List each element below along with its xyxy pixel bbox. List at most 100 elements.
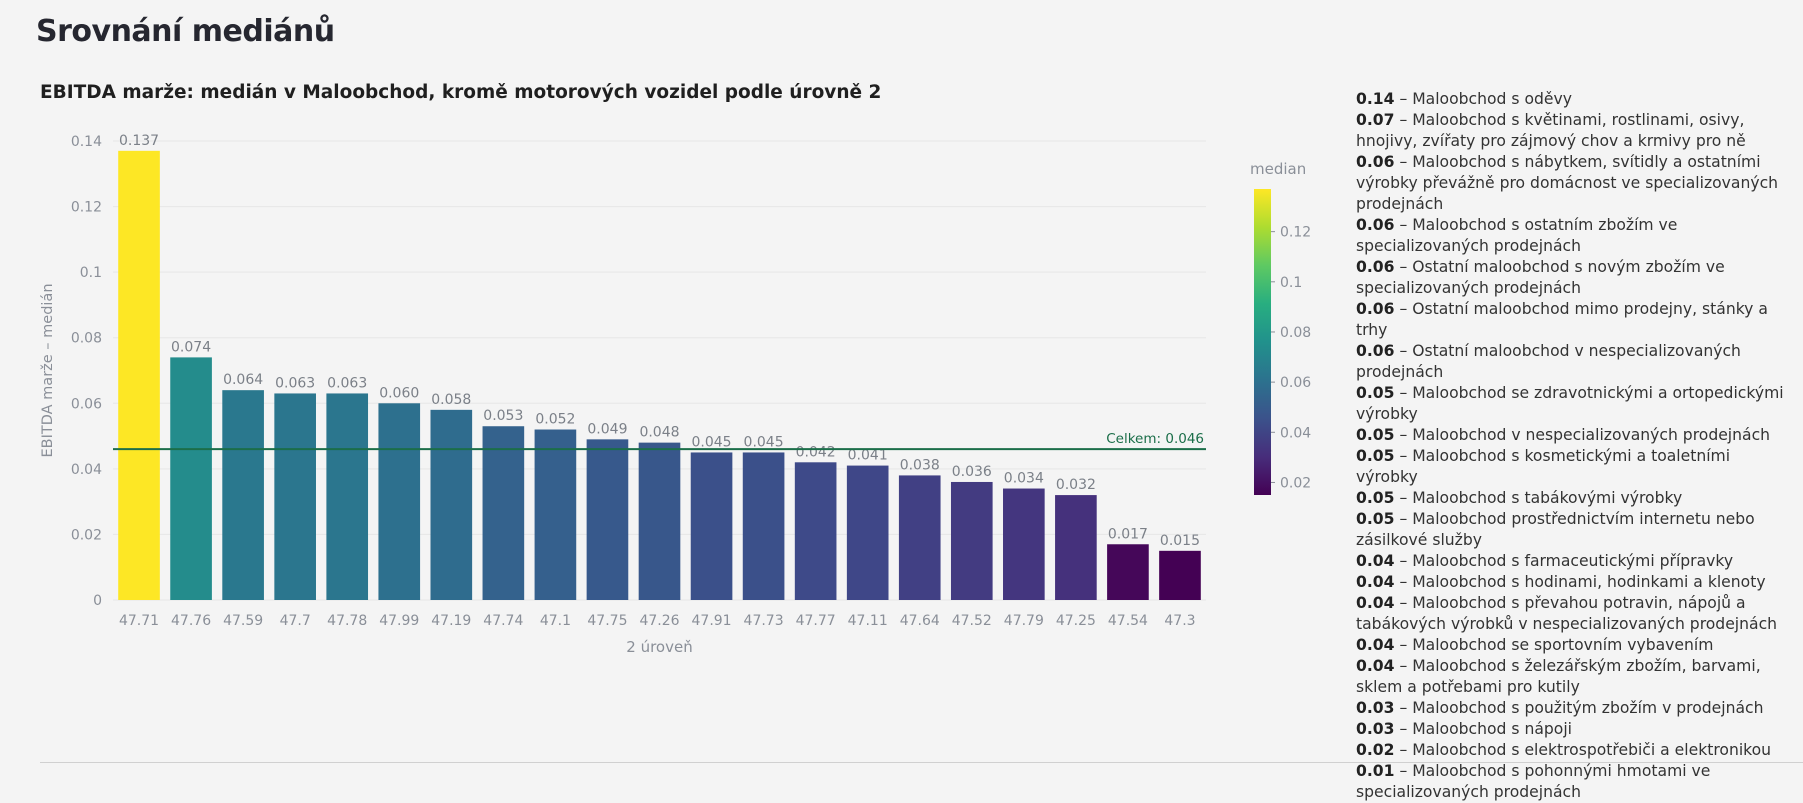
bar-value-label: 0.053 xyxy=(483,408,523,424)
y-tick-label: 0.1 xyxy=(80,265,102,281)
legend-item-label: – Maloobchod s hodinami, hodinkami a kle… xyxy=(1394,573,1766,591)
legend-item-value: 0.03 xyxy=(1356,720,1395,738)
legend-item: 0.06 – Ostatní maloobchod v nespecializo… xyxy=(1356,341,1796,383)
x-tick-label: 47.91 xyxy=(692,613,732,629)
y-tick-label: 0.02 xyxy=(71,527,102,543)
bar-value-label: 0.041 xyxy=(848,448,888,464)
bar xyxy=(586,439,629,600)
legend-item-label: – Maloobchod s kosmetickými a toaletními… xyxy=(1356,447,1731,486)
bar xyxy=(482,426,525,600)
legend-item-label: – Maloobchod s železářským zbožím, barva… xyxy=(1356,657,1761,696)
x-tick-label: 47.71 xyxy=(119,613,159,629)
legend-item-label: – Maloobchod s pohonnými hmotami ve spec… xyxy=(1356,762,1711,801)
legend-item-value: 0.04 xyxy=(1356,594,1395,612)
bar xyxy=(690,452,733,600)
legend-item-label: – Maloobchod s květinami, rostlinami, os… xyxy=(1356,111,1746,150)
legend-list: 0.14 – Maloobchod s oděvy 0.07 – Maloobch… xyxy=(1356,89,1796,803)
legend-item-value: 0.04 xyxy=(1356,573,1395,591)
x-axis-title: 2 úroveň xyxy=(626,638,692,656)
y-tick-label: 0 xyxy=(93,593,102,609)
bar-value-label: 0.074 xyxy=(171,339,211,355)
legend-item-label: – Maloobchod s ostatním zbožím ve specia… xyxy=(1356,216,1678,255)
legend-item: 0.05 – Maloobchod v nespecializovaných p… xyxy=(1356,425,1796,446)
legend-item-value: 0.02 xyxy=(1356,741,1395,759)
legend-item: 0.06 – Ostatní maloobchod mimo prodejny,… xyxy=(1356,299,1796,341)
x-tick-label: 47.79 xyxy=(1004,613,1044,629)
legend-item-value: 0.06 xyxy=(1356,258,1395,276)
y-tick-label: 0.08 xyxy=(71,331,102,347)
legend-item-value: 0.05 xyxy=(1356,426,1395,444)
bar xyxy=(742,452,785,600)
bar xyxy=(950,481,993,600)
x-tick-label: 47.76 xyxy=(171,613,211,629)
y-tick-label: 0.14 xyxy=(71,134,102,150)
colorbar-title: median xyxy=(1250,160,1306,178)
colorbar-tick-label: 0.08 xyxy=(1280,325,1311,341)
x-tick-label: 47.59 xyxy=(223,613,263,629)
x-tick-label: 47.1 xyxy=(540,613,571,629)
bar xyxy=(1107,544,1149,600)
bar-value-label: 0.137 xyxy=(119,133,159,149)
x-tick-label: 47.99 xyxy=(379,613,419,629)
legend-item-label: – Maloobchod se zdravotnickými a ortoped… xyxy=(1356,384,1784,423)
legend-item: 0.04 – Maloobchod s farmaceutickými příp… xyxy=(1356,551,1796,572)
x-tick-label: 47.54 xyxy=(1108,613,1148,629)
bar-value-label: 0.045 xyxy=(692,434,732,450)
bar xyxy=(846,465,889,600)
legend-item: 0.14 – Maloobchod s oděvy xyxy=(1356,89,1796,110)
x-tick-label: 47.75 xyxy=(587,613,627,629)
y-tick-label: 0.04 xyxy=(71,462,102,478)
bar xyxy=(638,442,681,600)
legend-item: 0.07 – Maloobchod s květinami, rostlinam… xyxy=(1356,110,1796,152)
bar xyxy=(222,390,264,600)
y-tick-label: 0.12 xyxy=(71,200,102,216)
legend-item-value: 0.05 xyxy=(1356,447,1395,465)
x-tick-label: 47.19 xyxy=(431,613,471,629)
legend-item-value: 0.03 xyxy=(1356,699,1395,717)
x-tick-label: 47.26 xyxy=(639,613,679,629)
bar xyxy=(326,393,369,600)
legend-item: 0.03 – Maloobchod s použitým zbožím v pr… xyxy=(1356,698,1796,719)
bar-value-label: 0.015 xyxy=(1160,533,1200,549)
legend-item: 0.04 – Maloobchod s železářským zbožím, … xyxy=(1356,656,1796,698)
legend-item-value: 0.04 xyxy=(1356,657,1395,675)
legend-item-value: 0.04 xyxy=(1356,552,1395,570)
bar xyxy=(430,409,473,600)
bar-value-label: 0.052 xyxy=(535,412,575,428)
x-tick-label: 47.74 xyxy=(483,613,523,629)
legend-item: 0.05 – Maloobchod s kosmetickými a toale… xyxy=(1356,446,1796,488)
bar-value-label: 0.049 xyxy=(587,421,627,437)
bar xyxy=(534,429,577,600)
legend-item-label: – Ostatní maloobchod mimo prodejny, stán… xyxy=(1356,300,1768,339)
legend-item-value: 0.14 xyxy=(1356,90,1395,108)
bar-value-label: 0.036 xyxy=(952,464,992,480)
legend-item-label: – Maloobchod s tabákovými výrobky xyxy=(1394,489,1683,507)
legend-item-label: – Maloobchod se sportovním vybavením xyxy=(1394,636,1714,654)
legend-item-label: – Ostatní maloobchod v nespecializovanýc… xyxy=(1356,342,1741,381)
x-tick-label: 47.11 xyxy=(848,613,888,629)
bar xyxy=(898,475,941,600)
legend-item: 0.04 – Maloobchod s hodinami, hodinkami … xyxy=(1356,572,1796,593)
legend-item: 0.04 – Maloobchod se sportovním vybavení… xyxy=(1356,635,1796,656)
bar-value-label: 0.034 xyxy=(1004,471,1044,487)
page-title: Srovnání mediánů xyxy=(36,14,335,49)
bar xyxy=(794,462,837,600)
legend-item-value: 0.05 xyxy=(1356,510,1395,528)
legend-item: 0.06 – Ostatní maloobchod s novým zbožím… xyxy=(1356,257,1796,299)
legend-item: 0.06 – Maloobchod s ostatním zbožím ve s… xyxy=(1356,215,1796,257)
bar-value-label: 0.060 xyxy=(379,385,419,401)
legend-item: 0.05 – Maloobchod se zdravotnickými a or… xyxy=(1356,383,1796,425)
legend-item: 0.06 – Maloobchod s nábytkem, svítidly a… xyxy=(1356,152,1796,215)
reference-line-label: Celkem: 0.046 xyxy=(1106,431,1204,447)
legend-item-label: – Maloobchod s nábytkem, svítidly a osta… xyxy=(1356,153,1779,213)
legend-item: 0.03 – Maloobchod s nápoji xyxy=(1356,719,1796,740)
legend-item: 0.01 – Maloobchod s pohonnými hmotami ve… xyxy=(1356,761,1796,803)
chart-title: EBITDA marže: medián v Maloobchod, kromě… xyxy=(40,82,882,103)
colorbar-tick-label: 0.04 xyxy=(1280,425,1311,441)
legend-item-value: 0.07 xyxy=(1356,111,1395,129)
y-axis-title: EBITDA marže – medián xyxy=(40,283,56,457)
legend-item: 0.02 – Maloobchod s elektrospotřebiči a … xyxy=(1356,740,1796,761)
x-tick-label: 47.73 xyxy=(744,613,784,629)
colorbar-tick-label: 0.02 xyxy=(1280,475,1311,491)
